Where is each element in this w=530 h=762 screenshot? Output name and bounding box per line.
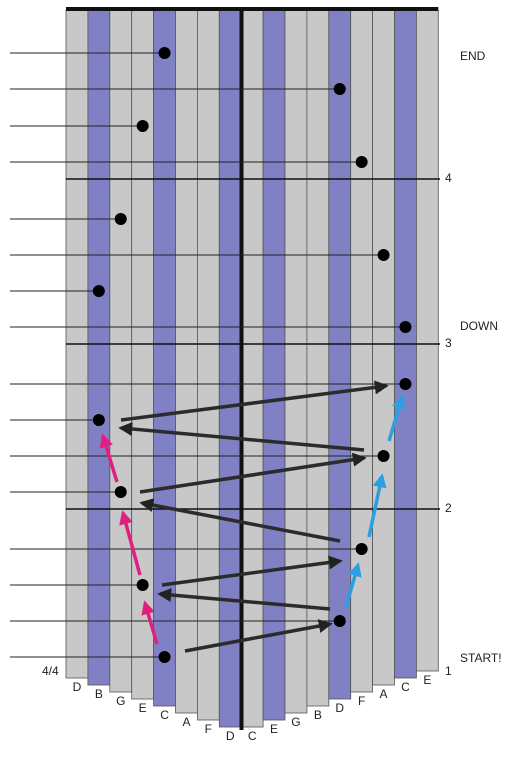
start-label: START!	[460, 651, 502, 665]
key-label: E	[270, 722, 278, 736]
key-label: G	[291, 715, 300, 729]
arrow	[344, 562, 362, 608]
key-label: D	[73, 680, 82, 694]
note	[92, 414, 105, 426]
note	[399, 378, 412, 390]
arrow	[99, 433, 119, 483]
time-signature: 4/4	[42, 664, 59, 678]
note	[92, 285, 105, 297]
arrow	[120, 380, 389, 422]
tine	[328, 9, 352, 700]
note	[399, 321, 412, 333]
tine	[87, 9, 111, 686]
down-label: DOWN	[460, 319, 498, 333]
note	[377, 450, 390, 462]
note	[114, 486, 127, 498]
tine	[306, 9, 330, 707]
key-label: F	[205, 722, 212, 736]
arrow	[367, 473, 387, 538]
key-label: E	[139, 701, 147, 715]
note	[114, 213, 127, 225]
key-label: C	[248, 729, 257, 743]
key-label: D	[226, 729, 235, 743]
arrow	[118, 422, 365, 452]
note	[158, 47, 171, 59]
arrow	[184, 619, 333, 653]
tine	[350, 9, 374, 693]
arrow	[157, 588, 331, 611]
tine	[262, 9, 286, 721]
note	[333, 83, 346, 95]
key-label: E	[423, 673, 431, 687]
key-label: B	[95, 687, 103, 701]
arrow	[161, 555, 343, 587]
note	[136, 120, 149, 132]
measure-number: 3	[445, 336, 452, 350]
tine	[240, 9, 264, 728]
tine	[196, 9, 220, 721]
key-label: C	[401, 680, 410, 694]
note	[158, 651, 171, 663]
key-label: C	[160, 708, 169, 722]
tine	[372, 9, 395, 686]
measure-number: 2	[445, 501, 452, 515]
key-label: B	[314, 708, 322, 722]
note	[136, 579, 149, 591]
note	[377, 249, 390, 261]
note	[333, 615, 346, 627]
end-label: END	[460, 49, 486, 63]
tine	[109, 9, 133, 693]
tine	[415, 9, 439, 672]
arrow	[139, 452, 367, 494]
arrow	[119, 510, 142, 576]
key-label: G	[116, 694, 125, 708]
measure-number: 4	[445, 171, 452, 185]
measure-number: 1	[445, 664, 452, 678]
key-label: D	[335, 701, 344, 715]
tine	[153, 9, 176, 707]
tine	[218, 9, 242, 728]
tine	[131, 9, 154, 700]
arrow	[139, 498, 341, 543]
note	[355, 543, 368, 555]
tine	[175, 9, 198, 714]
note	[355, 156, 368, 168]
arrow	[141, 600, 159, 645]
key-label: A	[380, 687, 388, 701]
key-label: F	[358, 694, 365, 708]
arrow	[387, 394, 406, 442]
key-label: A	[182, 715, 190, 729]
